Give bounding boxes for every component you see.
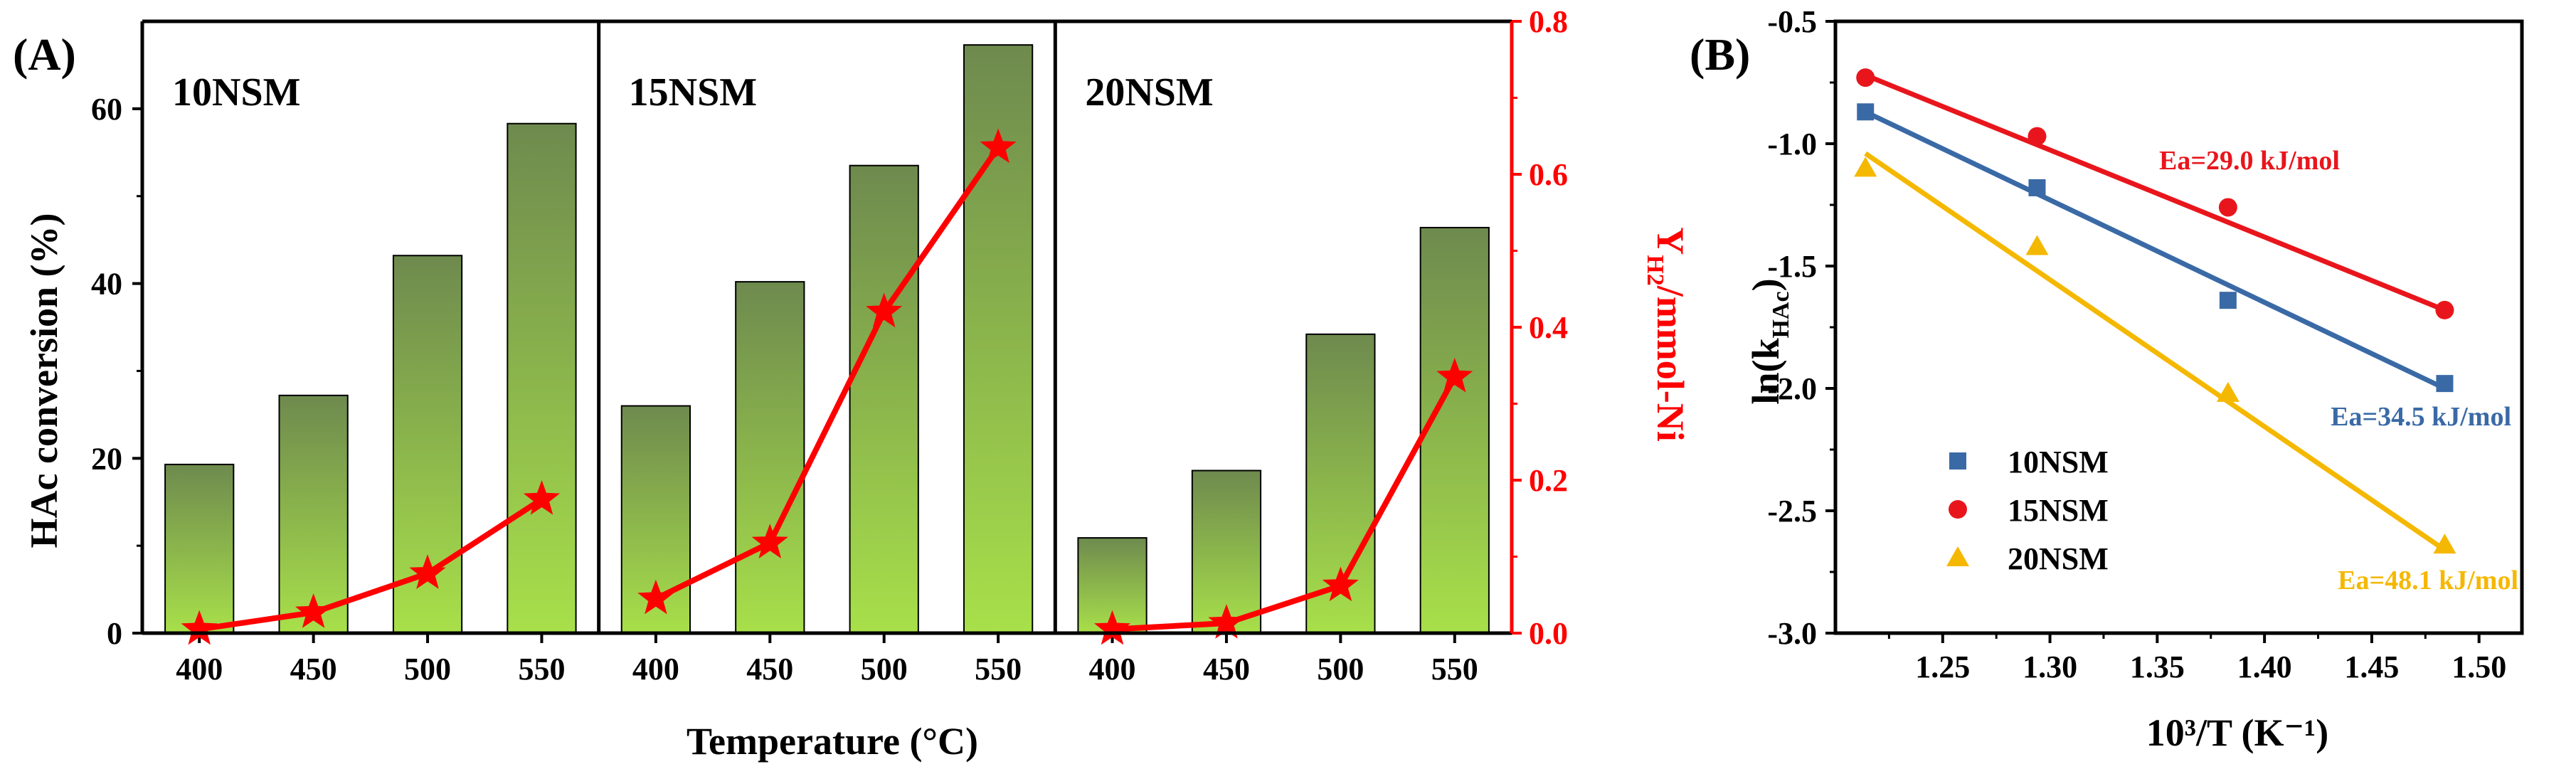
x-tick-label: 400 — [176, 652, 223, 686]
legend-label-15NSM: 15NSM — [2008, 493, 2109, 528]
y-tick-label: 40 — [91, 267, 122, 302]
b-x-tick-label: 1.30 — [2023, 649, 2077, 684]
point-20NSM — [2025, 235, 2049, 255]
yh2-star-20NSM-550 — [1436, 358, 1473, 393]
point-15NSM — [2028, 127, 2047, 146]
legend-label-10NSM: 10NSM — [2008, 445, 2109, 479]
yh2-star-10NSM-450 — [295, 593, 332, 628]
legend-marker-20NSM — [1946, 546, 1969, 566]
bar-10NSM-400 — [164, 463, 235, 635]
bar-10NSM-550 — [507, 122, 577, 634]
legend-marker-10NSM — [1949, 452, 1966, 470]
fit-line-20NSM — [1864, 151, 2447, 552]
x-tick-label: 550 — [518, 652, 565, 686]
panel-name-20NSM: 20NSM — [1085, 70, 1213, 115]
legend-label-20NSM: 20NSM — [2008, 541, 2109, 576]
y2-tick-label: 0.0 — [1529, 616, 1568, 651]
x-tick-label: 500 — [404, 652, 451, 686]
b-y-tick-label: -1.5 — [1767, 249, 1817, 284]
b-x-axis-label: 10³/T (K⁻¹) — [2146, 711, 2328, 754]
x-tick-label: 550 — [1431, 652, 1478, 686]
point-20NSM — [2433, 534, 2456, 554]
yh2-star-10NSM-400 — [181, 610, 218, 645]
bar-15NSM-450 — [735, 281, 805, 634]
b-y-tick-label: -0.5 — [1767, 4, 1817, 39]
b-plot-area: 1.25 1.30 1.35 1.40 1.45 1.50 -0.5 -1.0 -1.5 -2.0… — [1767, 4, 2524, 684]
ea-annotation-10NSM: Ea=34.5 kJ/mol — [2331, 402, 2511, 432]
a-x-axis-label: Temperature (°C) — [687, 720, 978, 763]
panel-b: (B) ln(kHAc) 10³/T (K⁻¹) 1.25 1.30 1.35 1.4… — [1690, 4, 2524, 754]
b-x-tick-label: 1.40 — [2237, 649, 2292, 684]
yh2-star-20NSM-400 — [1093, 610, 1131, 645]
point-10NSM — [2028, 179, 2046, 196]
yh2-star-10NSM-500 — [409, 554, 446, 589]
panel-a-label: (A) — [13, 29, 76, 80]
y-tick-label: 20 — [91, 441, 122, 476]
x-tick-label: 450 — [1203, 652, 1250, 686]
b-frame — [1833, 19, 2524, 635]
b-y-tick-label: -2.0 — [1767, 371, 1817, 406]
panel-name-10NSM: 10NSM — [172, 70, 300, 115]
x-tick-label: 450 — [746, 652, 793, 686]
x-tick-label: 400 — [632, 652, 679, 686]
legend-marker-15NSM — [1949, 500, 1967, 519]
panel-name-15NSM: 15NSM — [629, 70, 757, 115]
yh2-star-10NSM-550 — [523, 480, 561, 515]
point-20NSM — [2216, 381, 2240, 402]
point-10NSM — [2219, 292, 2237, 309]
bar-15NSM-500 — [849, 164, 919, 634]
b-x-tick-label: 1.25 — [1915, 649, 1970, 684]
yh2-star-15NSM-500 — [866, 292, 903, 328]
yh2-line-15NSM — [654, 146, 1001, 602]
y2-tick-label: 0.8 — [1529, 4, 1568, 39]
point-10NSM — [1857, 103, 1875, 121]
b-y-axis-label: ln(kHAc) — [1744, 278, 1794, 404]
yh2-star-15NSM-400 — [637, 579, 674, 615]
fit-line-10NSM — [1864, 110, 2446, 391]
y-tick-label: 60 — [91, 92, 122, 127]
yh2-star-20NSM-450 — [1208, 604, 1245, 639]
point-15NSM — [1856, 68, 1875, 87]
b-x-tick-label: 1.45 — [2344, 649, 2399, 684]
b-x-tick-label: 1.50 — [2452, 649, 2506, 684]
point-20NSM — [1854, 157, 1877, 177]
b-y-tick-label: -1.0 — [1767, 127, 1817, 161]
x-tick-label: 550 — [975, 652, 1022, 686]
a-y-axis-label: HAc conversion (%) — [23, 213, 65, 548]
yh2-star-15NSM-550 — [980, 128, 1017, 164]
b-x-tick-label: 1.35 — [2130, 649, 2185, 684]
yh2-star-15NSM-450 — [751, 524, 788, 558]
x-tick-label: 500 — [1317, 652, 1364, 686]
y2-tick-label: 0.6 — [1529, 157, 1568, 192]
a-y2-axis-label: YH2/mmol-Ni — [1642, 227, 1692, 441]
panel-b-label: (B) — [1690, 29, 1750, 80]
bar-20NSM-550 — [1419, 226, 1490, 634]
panel-a: (A) HAc conversion (%) YH2/mmol-Ni Tempe… — [13, 4, 1692, 763]
y2-tick-label: 0.4 — [1529, 310, 1568, 345]
yh2-line-20NSM — [1112, 375, 1458, 632]
x-tick-label: 450 — [290, 652, 337, 686]
point-10NSM — [2436, 375, 2454, 393]
b-y-tick-label: -2.5 — [1767, 494, 1817, 529]
yh2-star-20NSM-500 — [1322, 566, 1359, 602]
b-y-tick-label: -3.0 — [1767, 616, 1817, 651]
y-tick-label: 0 — [107, 616, 122, 651]
y2-tick-label: 0.2 — [1529, 463, 1568, 498]
x-tick-label: 400 — [1089, 652, 1136, 686]
ea-annotation-20NSM: Ea=48.1 kJ/mol — [2338, 566, 2518, 595]
point-15NSM — [2435, 300, 2454, 319]
point-15NSM — [2218, 198, 2237, 217]
yh2-line-10NSM — [198, 497, 544, 632]
ea-annotation-15NSM: Ea=29.0 kJ/mol — [2159, 146, 2340, 176]
x-tick-label: 500 — [861, 652, 908, 686]
fit-line-15NSM — [1864, 73, 2446, 313]
